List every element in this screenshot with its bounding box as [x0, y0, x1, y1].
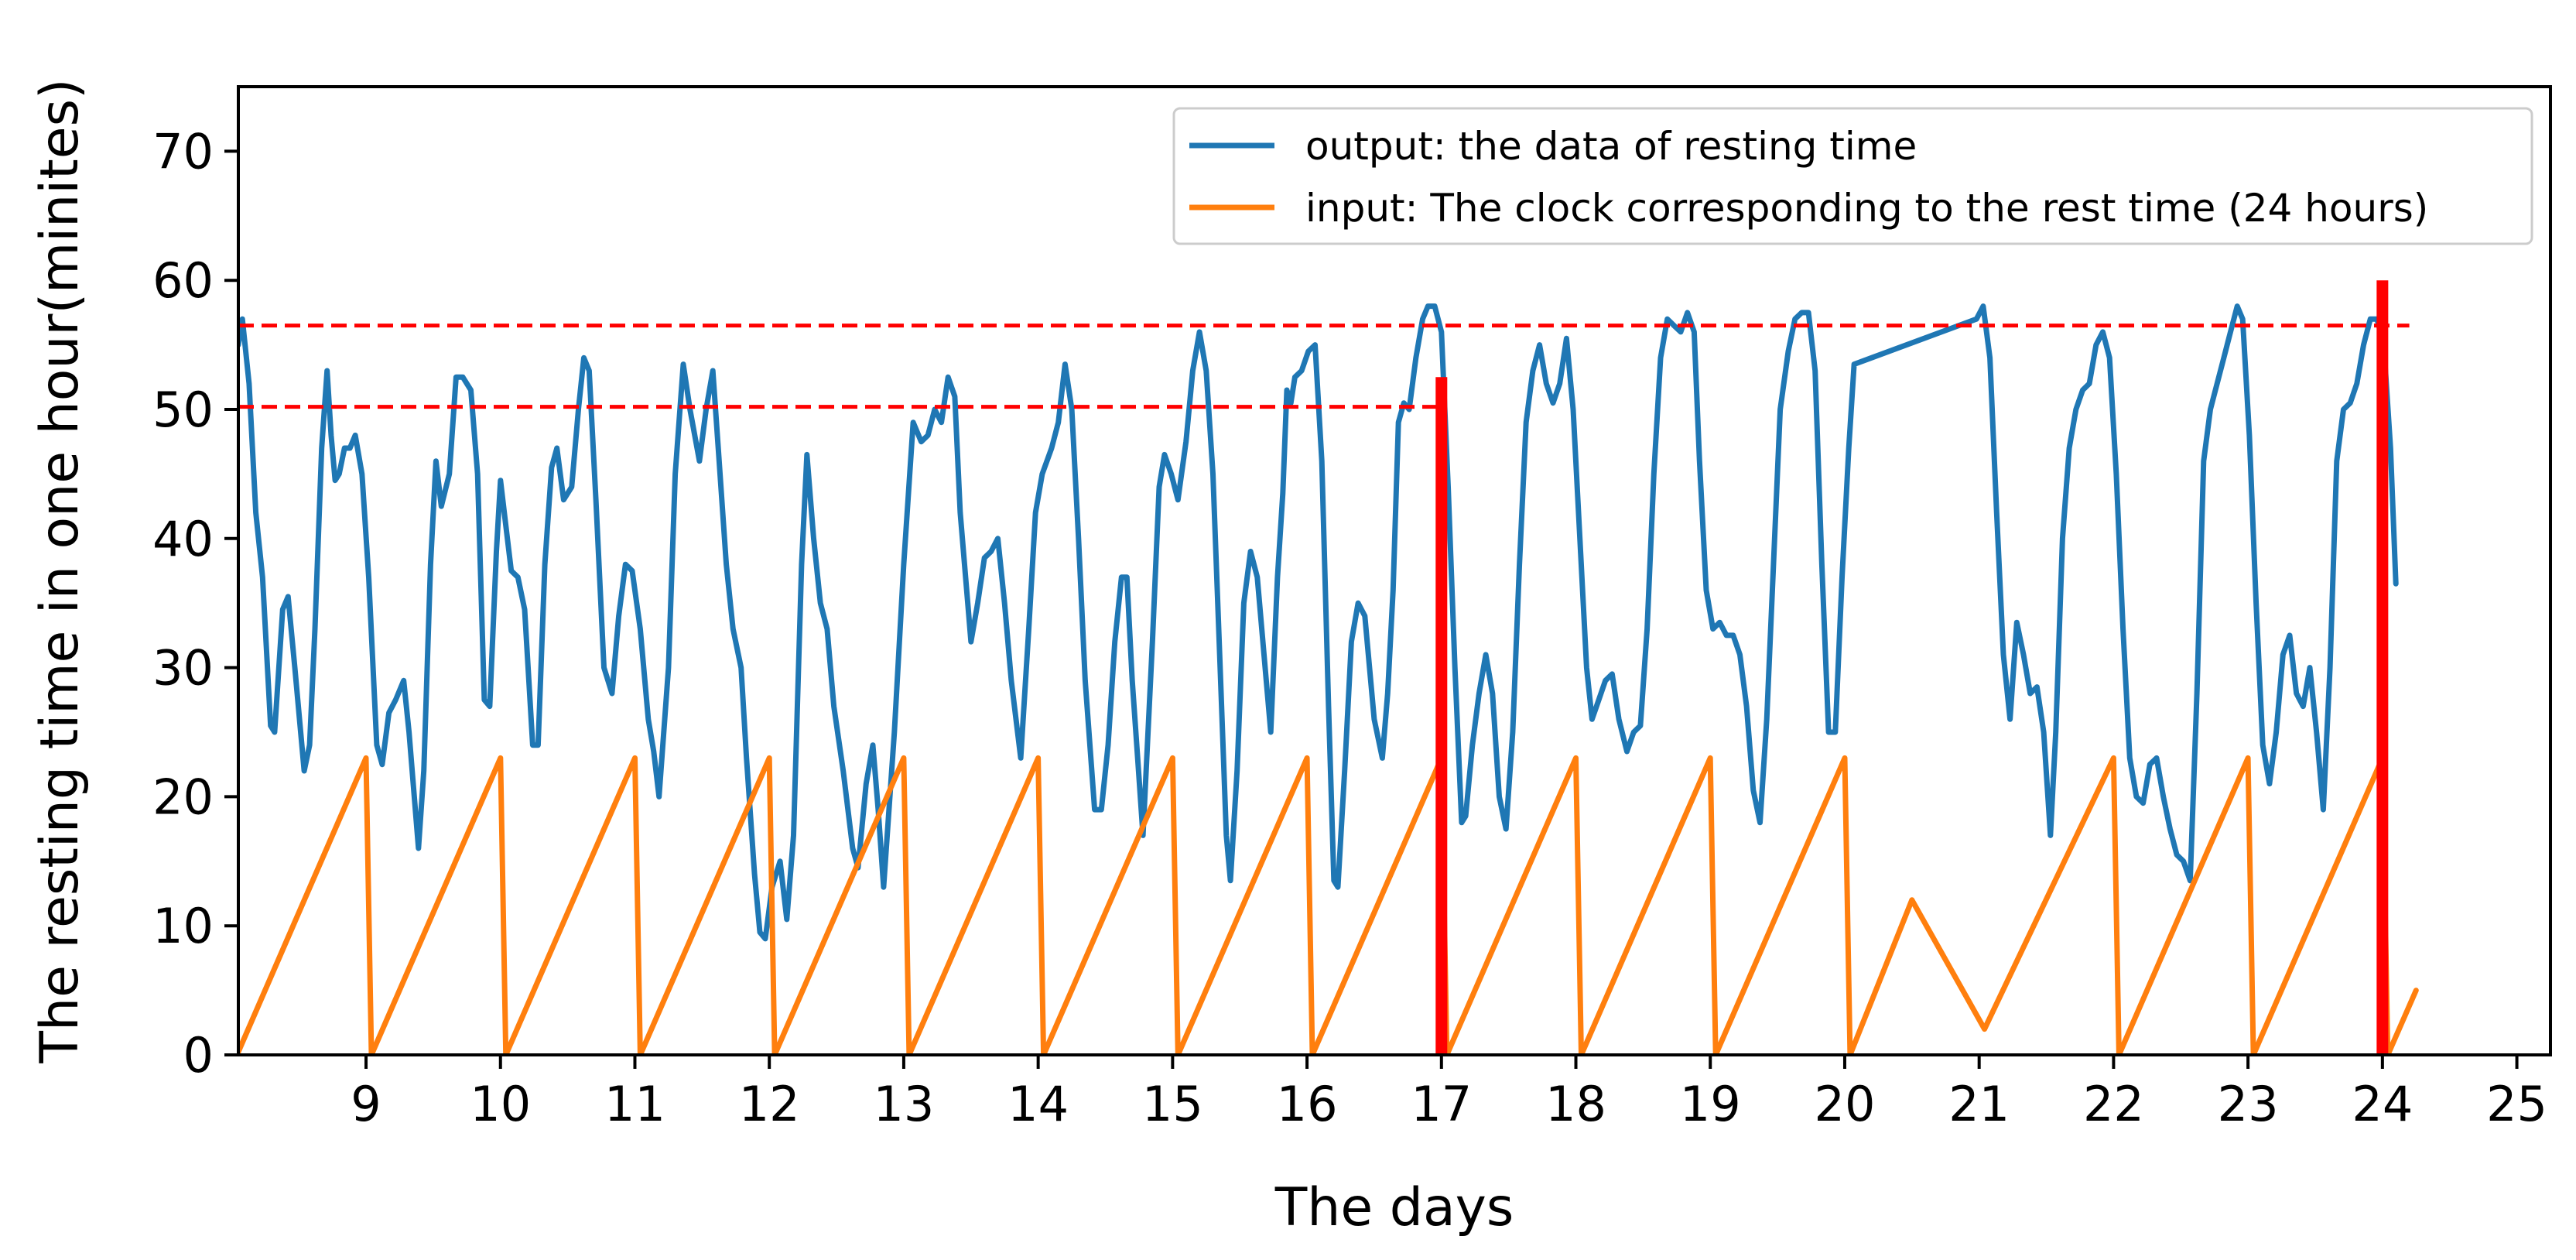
x-tick-label: 20	[1815, 1076, 1876, 1132]
plot-frame	[237, 85, 2552, 1056]
x-tick-label: 14	[1007, 1076, 1069, 1132]
legend-label-output: output: the data of resting time	[1305, 124, 1917, 169]
y-tick-label: 70	[152, 123, 214, 180]
x-tick-label: 17	[1411, 1076, 1472, 1132]
x-tick-label: 16	[1277, 1076, 1338, 1132]
y-tick-label: 20	[152, 769, 214, 825]
x-tick-label: 10	[470, 1076, 531, 1132]
legend: output: the data of resting time input: …	[1172, 107, 2533, 245]
x-tick-label: 23	[2218, 1076, 2279, 1132]
x-axis-title: The days	[1274, 1177, 1514, 1238]
x-tick-label: 22	[2083, 1076, 2144, 1132]
legend-box	[1172, 107, 2533, 245]
y-tick-label: 60	[152, 252, 214, 309]
y-tick-label: 50	[152, 382, 214, 438]
series-line-output	[238, 303, 2399, 942]
x-tick-label: 13	[873, 1076, 934, 1132]
x-tick-label: 15	[1142, 1076, 1203, 1132]
series-line-input	[238, 755, 2419, 1055]
y-tick-label: 40	[152, 511, 214, 567]
legend-label-input: input: The clock corresponding to the re…	[1305, 186, 2428, 231]
x-tick-label: 24	[2352, 1076, 2413, 1132]
x-tick-label: 21	[1948, 1076, 2010, 1132]
x-tick-label: 19	[1680, 1076, 1741, 1132]
y-axis-title: The resting time in one hour(minites)	[29, 78, 91, 1063]
x-tick-label: 12	[739, 1076, 800, 1132]
y-tick-label: 10	[152, 898, 214, 954]
x-tick-label: 9	[351, 1076, 381, 1132]
y-tick-label: 0	[183, 1027, 214, 1084]
x-tick-label: 25	[2486, 1076, 2547, 1132]
axes: 9 10 11 12 13 14 15 16 17 18 19 20 21 22 23 24 25 0 10 20 30…	[152, 123, 2547, 1132]
x-tick-label: 11	[604, 1076, 665, 1132]
y-tick-label: 30	[152, 640, 214, 697]
plot-area	[238, 280, 2419, 1055]
x-tick-label: 18	[1545, 1076, 1606, 1132]
